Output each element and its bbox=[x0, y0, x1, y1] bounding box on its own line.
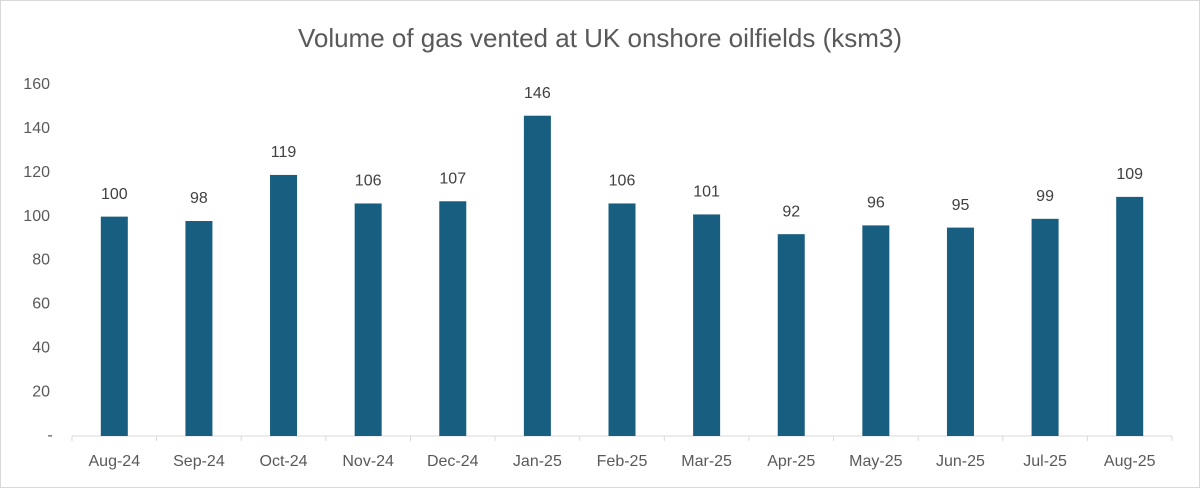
bar bbox=[354, 203, 382, 436]
x-tick-label: Mar-25 bbox=[681, 453, 732, 470]
bar bbox=[1116, 196, 1144, 436]
value-label: 106 bbox=[609, 173, 636, 190]
bar bbox=[1031, 218, 1059, 436]
value-label: 100 bbox=[101, 186, 128, 203]
value-label: 106 bbox=[355, 173, 382, 190]
bar bbox=[693, 214, 721, 436]
bar bbox=[777, 234, 805, 436]
x-tick-label: Nov-24 bbox=[342, 453, 394, 470]
value-label: 146 bbox=[524, 85, 551, 102]
y-tick-label: - bbox=[47, 427, 52, 444]
chart-title: Volume of gas vented at UK onshore oilfi… bbox=[298, 23, 902, 53]
bar bbox=[185, 221, 213, 436]
y-tick-label: 40 bbox=[32, 339, 50, 356]
x-tick-label: Oct-24 bbox=[260, 453, 308, 470]
x-tick-label: May-25 bbox=[849, 453, 902, 470]
x-tick-label: Aug-24 bbox=[89, 453, 141, 470]
y-tick-label: 20 bbox=[32, 383, 50, 400]
y-tick-label: 120 bbox=[23, 164, 50, 181]
x-tick-label: Jul-25 bbox=[1023, 453, 1067, 470]
value-label: 96 bbox=[867, 195, 885, 212]
bar bbox=[523, 115, 551, 437]
x-tick-label: Jun-25 bbox=[936, 453, 985, 470]
y-tick-label: 160 bbox=[23, 76, 50, 93]
value-label: 109 bbox=[1116, 166, 1143, 183]
value-label: 107 bbox=[439, 170, 466, 187]
bar bbox=[270, 174, 298, 436]
value-label: 98 bbox=[190, 190, 208, 207]
x-tick-label: Sep-24 bbox=[173, 453, 225, 470]
y-tick-label: 100 bbox=[23, 208, 50, 225]
y-tick-label: 140 bbox=[23, 120, 50, 137]
value-label: 119 bbox=[271, 144, 297, 161]
bar bbox=[608, 203, 636, 436]
bar bbox=[439, 201, 467, 436]
y-tick-label: 60 bbox=[32, 296, 50, 313]
x-tick-label: Apr-25 bbox=[767, 453, 815, 470]
y-tick-label: 80 bbox=[32, 252, 50, 269]
value-label: 101 bbox=[693, 184, 720, 201]
value-label: 99 bbox=[1036, 188, 1054, 205]
bar bbox=[862, 225, 890, 436]
value-label: 95 bbox=[952, 197, 970, 214]
bar bbox=[946, 227, 974, 436]
x-tick-label: Feb-25 bbox=[597, 453, 648, 470]
value-label: 92 bbox=[782, 203, 800, 220]
x-tick-label: Jan-25 bbox=[513, 453, 562, 470]
x-tick-label: Dec-24 bbox=[427, 453, 479, 470]
x-tick-label: Aug-25 bbox=[1104, 453, 1156, 470]
bar bbox=[100, 216, 128, 436]
